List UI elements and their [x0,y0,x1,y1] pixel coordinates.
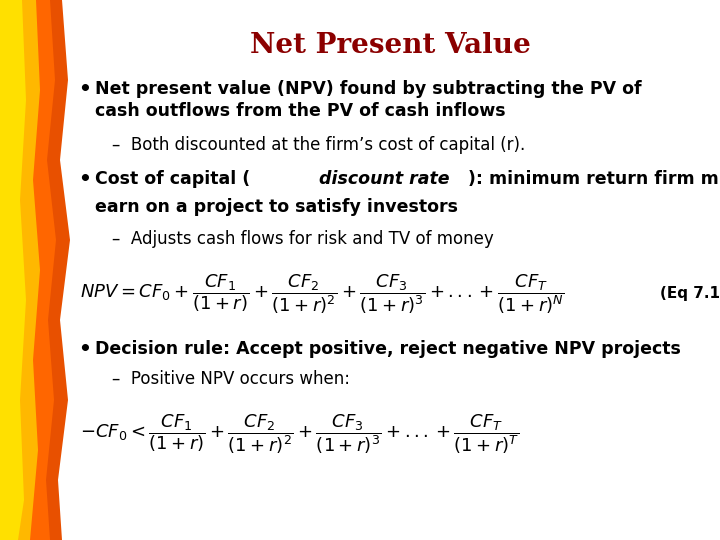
Text: –  Adjusts cash flows for risk and TV of money: – Adjusts cash flows for risk and TV of … [112,230,494,248]
Text: earn on a project to satisfy investors: earn on a project to satisfy investors [95,198,458,216]
Text: ): minimum return firm must: ): minimum return firm must [467,170,720,188]
Text: (Eq 7.1): (Eq 7.1) [660,286,720,301]
Text: Net present value (NPV) found by subtracting the PV of
cash outflows from the PV: Net present value (NPV) found by subtrac… [95,80,642,120]
Text: •: • [78,340,91,359]
Text: Decision rule: Accept positive, reject negative NPV projects: Decision rule: Accept positive, reject n… [95,340,681,358]
Text: $-CF_0 < \dfrac{CF_1}{(1+r)} + \dfrac{CF_2}{(1+r)^2} + \dfrac{CF_3}{(1+r)^3} + .: $-CF_0 < \dfrac{CF_1}{(1+r)} + \dfrac{CF… [80,412,520,456]
Text: Net Present Value: Net Present Value [250,32,531,59]
Text: –  Both discounted at the firm’s cost of capital (r).: – Both discounted at the firm’s cost of … [112,136,526,154]
Polygon shape [0,0,56,540]
Polygon shape [0,0,26,540]
Polygon shape [0,0,70,540]
Text: discount rate: discount rate [319,170,449,188]
Text: •: • [78,170,91,189]
Text: Cost of capital (: Cost of capital ( [95,170,251,188]
Text: –  Positive NPV occurs when:: – Positive NPV occurs when: [112,370,350,388]
Text: $NPV = CF_0 + \dfrac{CF_1}{(1+r)} + \dfrac{CF_2}{(1+r)^2} + \dfrac{CF_3}{(1+r)^3: $NPV = CF_0 + \dfrac{CF_1}{(1+r)} + \dfr… [80,272,564,316]
Text: •: • [78,80,91,99]
Polygon shape [0,0,40,540]
